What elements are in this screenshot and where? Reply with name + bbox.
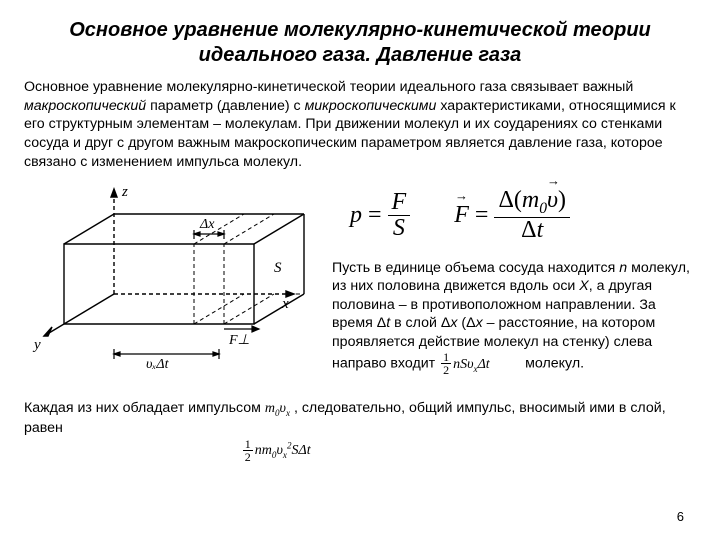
right-column: p = F S F = Δ(m0υ) Δt Пусть в единице об… — [332, 180, 696, 377]
axis-z-label: z — [121, 184, 128, 200]
bottom-p1: Каждая из них обладает импульсом — [24, 400, 265, 416]
diagram: z y x Δx S F⊥ υₓΔt — [24, 180, 314, 389]
formula-pressure: p = F S — [350, 190, 410, 241]
title-line1: Основное уравнение молекулярно-кинетичес… — [69, 19, 651, 41]
page-number: 6 — [677, 509, 684, 524]
f1-num: F — [388, 190, 411, 216]
bottom-paragraph: Каждая из них обладает импульсом m0υx , … — [24, 399, 696, 463]
axis-y-label: y — [32, 337, 41, 353]
expl-tail: молекул. — [525, 356, 584, 372]
inline-frac-2: 1 2 — [243, 438, 253, 463]
f1-den: S — [389, 216, 409, 241]
intro-paragraph: Основное уравнение молекулярно-кинетичес… — [24, 78, 696, 172]
cube-diagram-svg: z y x Δx S F⊥ υₓΔt — [24, 184, 314, 384]
f2-lhs: F — [454, 202, 469, 229]
explanation-paragraph: Пусть в единице объема сосуда находится … — [332, 259, 696, 376]
page-title: Основное уравнение молекулярно-кинетичес… — [24, 18, 696, 68]
s-label: S — [274, 260, 282, 276]
dx-label: Δx — [199, 217, 215, 232]
formulas-row: p = F S F = Δ(m0υ) Δt — [350, 188, 696, 243]
axis-x-label: x — [281, 296, 289, 312]
title-line2: идеального газа. Давление газа — [199, 44, 522, 66]
f1-lhs: p — [350, 202, 362, 229]
formula-force: F = Δ(m0υ) Δt — [454, 188, 570, 243]
vdt-label: υₓΔt — [146, 357, 170, 372]
inline-frac-1: 1 2 — [441, 351, 451, 376]
content-row: z y x Δx S F⊥ υₓΔt p = F S F = Δ(m0υ) — [24, 180, 696, 389]
f-label: F⊥ — [228, 333, 250, 348]
